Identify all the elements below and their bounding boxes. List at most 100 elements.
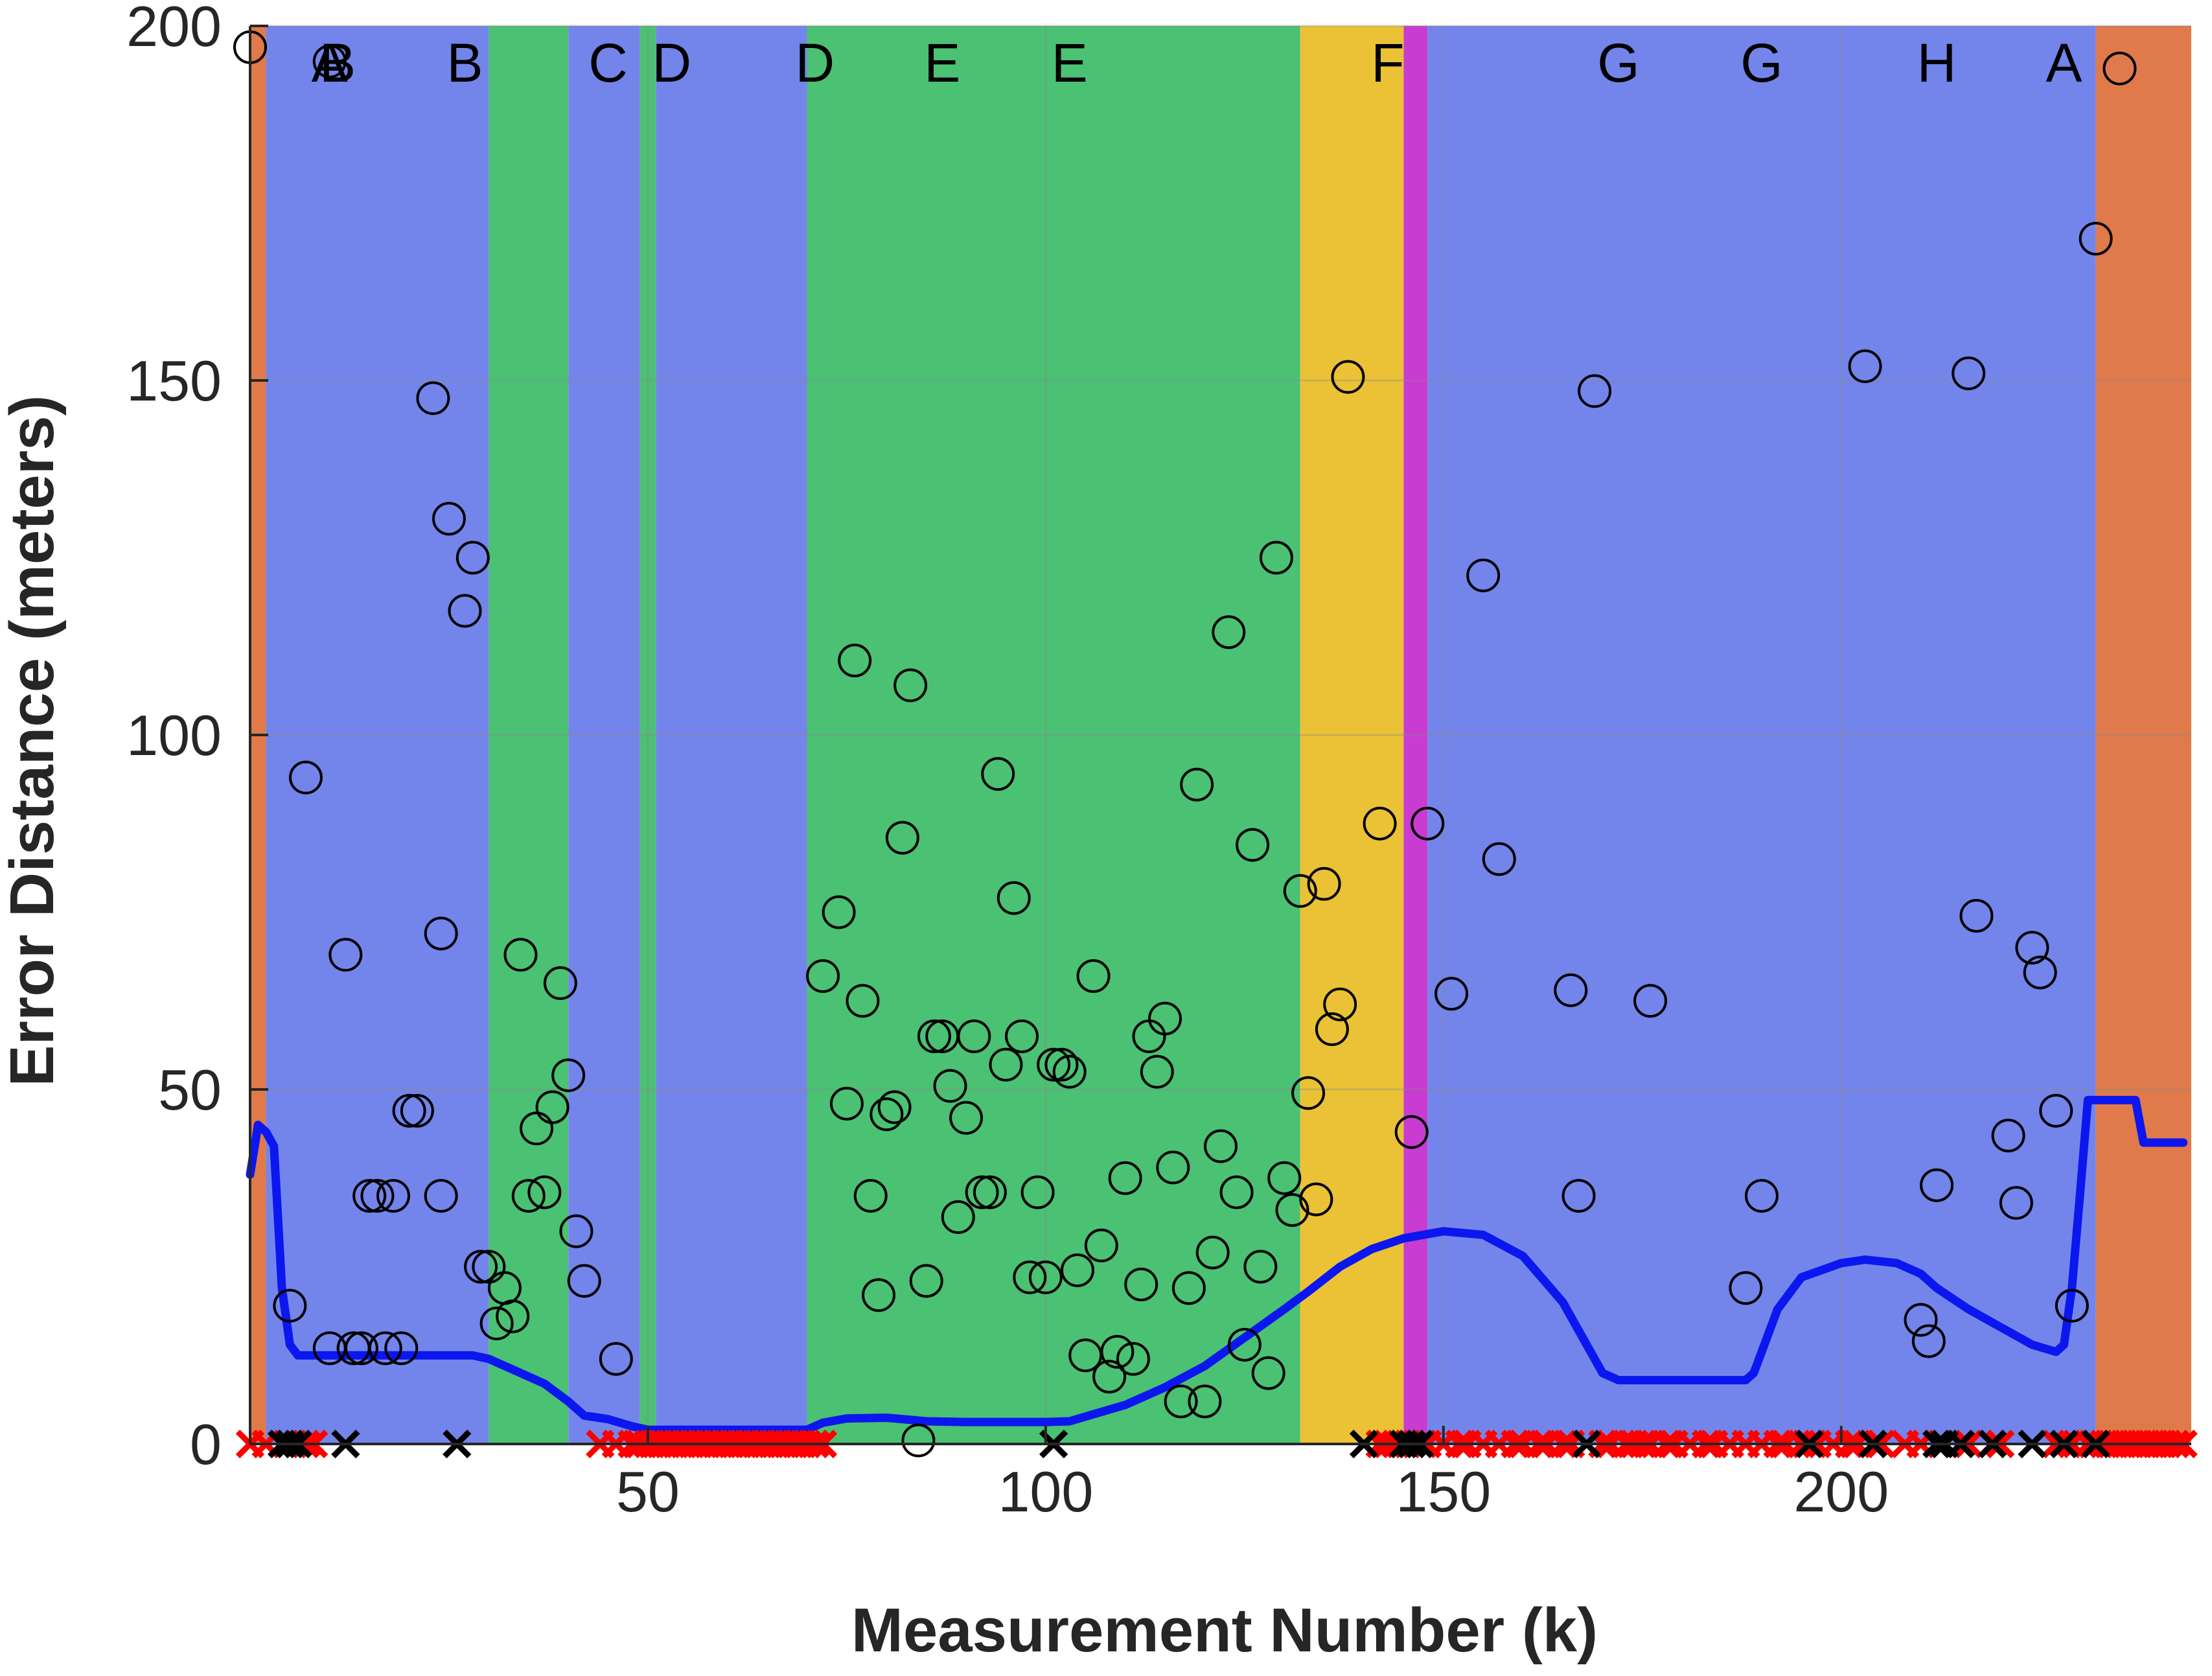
error-point	[1482, 842, 1516, 876]
error-point	[1140, 1054, 1174, 1089]
error-point	[1052, 1054, 1087, 1089]
error-point	[424, 916, 458, 951]
error-point	[1164, 1384, 1198, 1419]
error-point	[933, 1069, 967, 1103]
error-point	[877, 1090, 912, 1124]
error-point	[520, 1112, 554, 1146]
error-point	[384, 1331, 419, 1366]
error-point	[957, 1019, 991, 1053]
error-point	[1283, 874, 1317, 908]
region-label: D	[795, 32, 835, 93]
smoothed-error-line	[246, 1095, 2188, 1434]
error-point	[464, 1250, 498, 1284]
region-label: A	[2046, 32, 2082, 93]
error-point	[1044, 1047, 1079, 1082]
error-point	[503, 938, 538, 972]
region-band-4	[639, 26, 656, 1444]
error-point	[893, 668, 928, 703]
error-point	[1236, 828, 1270, 862]
region-label: E	[1052, 32, 1088, 93]
error-point	[1060, 1253, 1094, 1287]
error-point	[941, 1200, 975, 1234]
error-point	[949, 1100, 984, 1135]
error-point	[1259, 541, 1293, 575]
error-point	[2023, 955, 2057, 990]
error-point	[392, 1093, 426, 1128]
error-point	[312, 44, 347, 78]
y-tick-label: 150	[126, 349, 222, 413]
region-label: G	[1597, 32, 1639, 93]
x-tick-label: 200	[1793, 1460, 1889, 1524]
error-point	[376, 1179, 411, 1213]
error-point	[981, 757, 1015, 791]
error-point	[973, 1175, 1007, 1209]
error-point	[1124, 1267, 1158, 1301]
y-axis-label: Error Distance (meters)	[0, 395, 67, 1086]
x-tick-label: 50	[616, 1460, 680, 1524]
y-tick-label: 200	[126, 0, 222, 58]
region-label: E	[924, 32, 960, 93]
region-band-9	[1427, 26, 2096, 1444]
error-point	[1180, 767, 1214, 802]
error-point	[1848, 349, 1882, 384]
error-point	[2015, 931, 2049, 965]
error-point	[885, 821, 919, 855]
error-point	[1204, 1129, 1238, 1163]
y-tick-label: 0	[190, 1412, 222, 1476]
error-point	[1561, 1179, 1596, 1213]
error-point	[1920, 1168, 1954, 1202]
region-band-3	[568, 26, 640, 1444]
error-point	[853, 1179, 888, 1213]
error-point	[567, 1264, 601, 1298]
error-point	[1991, 1119, 2025, 1153]
error-point	[1633, 984, 1668, 1018]
error-point	[1554, 973, 1588, 1007]
axes: 50 100 150 200 0 50 100 150 200	[126, 0, 2191, 1524]
error-point	[1578, 374, 1612, 408]
error-points	[233, 30, 2137, 1458]
error-point	[1323, 987, 1357, 1021]
error-point	[344, 1331, 378, 1366]
error-point	[273, 1288, 307, 1323]
error-point	[328, 938, 363, 972]
error-point	[352, 1179, 387, 1213]
error-point	[1188, 1384, 1222, 1419]
y-tick-label: 100	[126, 703, 222, 767]
error-point	[1307, 867, 1341, 901]
error-point	[1148, 1001, 1182, 1036]
error-point	[1028, 1260, 1063, 1294]
region-band-6	[807, 26, 1300, 1444]
error-point	[1227, 1327, 1262, 1362]
region-label: B	[319, 32, 356, 93]
error-point	[1911, 1324, 1946, 1358]
error-point	[1219, 1175, 1254, 1209]
error-point	[1299, 1182, 1333, 1216]
error-point	[1084, 1228, 1118, 1263]
error-point	[448, 594, 482, 628]
error-point	[846, 984, 880, 1018]
error-point	[416, 381, 450, 415]
error-point	[965, 1175, 999, 1209]
error-point	[1156, 1150, 1190, 1185]
region-band-10	[2095, 26, 2191, 1444]
error-point	[543, 966, 577, 1000]
error-point	[1037, 1047, 1071, 1082]
error-point	[455, 541, 490, 575]
error-point	[1116, 1342, 1150, 1376]
region-label: B	[447, 32, 483, 93]
error-point	[599, 1342, 633, 1376]
error-point	[829, 1086, 864, 1121]
region-labels: AB B C D D E E F G G H A	[312, 32, 2082, 93]
error-point	[551, 1058, 586, 1093]
region-label: H	[1917, 32, 1957, 93]
error-point	[822, 895, 856, 929]
smoothed-error-path	[246, 1095, 2188, 1434]
error-point	[2103, 51, 2137, 86]
error-point	[472, 1250, 506, 1284]
error-point	[1076, 959, 1111, 993]
error-point	[870, 1097, 904, 1132]
error-point	[1959, 898, 1994, 933]
region-label: F	[1371, 32, 1404, 93]
region-label: C	[588, 32, 628, 93]
